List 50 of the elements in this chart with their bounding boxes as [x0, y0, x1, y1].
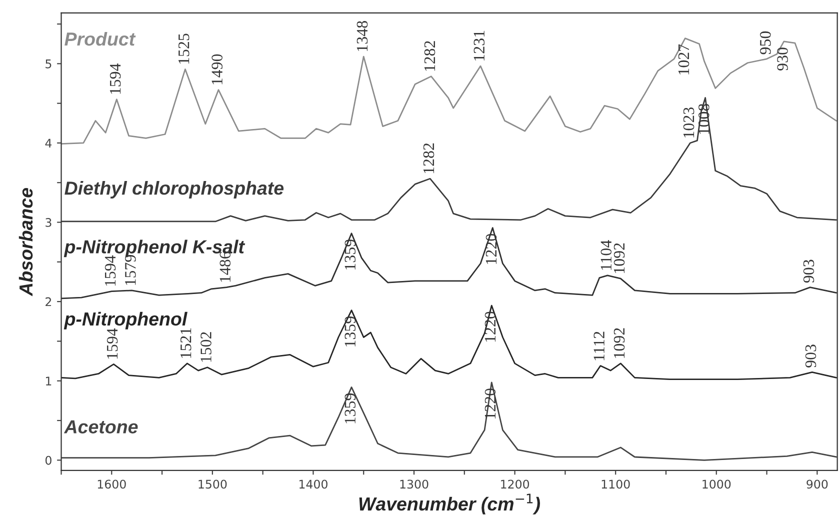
- annotation: 1594: [110, 63, 121, 94]
- annotation: 1490: [212, 54, 222, 84]
- line-series: [61, 304, 838, 380]
- x-axis-title: Wavenumber (cm$^{−1}$): [359, 494, 540, 514]
- y-tick-label: 1: [46, 376, 52, 386]
- annotation: 1525: [178, 34, 190, 64]
- annotation: 903: [803, 260, 814, 283]
- y-tick-label: 4: [45, 138, 52, 148]
- x-tick-label: 1500: [198, 480, 227, 489]
- x-tick-label: 1200: [501, 480, 530, 489]
- annotation: 1220: [484, 388, 496, 419]
- annotation: 1008: [698, 104, 710, 134]
- x-tick-label: 1600: [98, 480, 126, 489]
- y-tick-label: 0: [45, 456, 52, 465]
- annotation: 1502: [200, 332, 212, 362]
- text: Product: [64, 32, 136, 46]
- y-axis-title: Absorbance: [18, 188, 33, 296]
- annotation: 1359: [344, 240, 356, 270]
- annotation: 1092: [614, 328, 625, 358]
- annotation: 1282: [423, 143, 434, 174]
- annotation: 1092: [614, 243, 625, 273]
- annotation: 1023: [683, 107, 694, 138]
- annotation: 1220: [484, 312, 496, 342]
- annotation: 1231: [474, 30, 485, 60]
- x-tick-label: 1100: [602, 480, 630, 489]
- annotation: 1594: [106, 328, 118, 359]
- x-tick-label: 900: [806, 480, 828, 489]
- y-tick-label: 3: [46, 218, 52, 227]
- annotation: 1359: [344, 316, 356, 346]
- series-label: Diethyl chlorophosphate: [64, 181, 284, 198]
- annotation: 1112: [594, 332, 604, 360]
- annotation: 1027: [678, 44, 690, 74]
- annotation: 1104: [600, 240, 612, 270]
- annotation: 903: [805, 344, 816, 368]
- annotation: 1359: [344, 393, 356, 424]
- y-tick-label: 5: [46, 60, 52, 68]
- x-tick-label: 1400: [299, 480, 328, 489]
- annotation: 930: [777, 48, 788, 70]
- annotation: 1348: [356, 21, 368, 51]
- annotation: 1282: [424, 41, 436, 71]
- y-tick-label: 2: [46, 297, 52, 306]
- annotation: 1594: [104, 255, 116, 286]
- annotation: 1486: [220, 252, 231, 282]
- x-tick-label: 1000: [702, 480, 731, 489]
- series-label: Acetone: [64, 420, 138, 434]
- x-tick-label: 1300: [400, 480, 428, 489]
- series-label: p-Nitrophenol: [64, 312, 188, 330]
- annotation: 1521: [180, 328, 192, 358]
- annotation: 1579: [125, 255, 136, 285]
- annotation: 950: [760, 31, 771, 54]
